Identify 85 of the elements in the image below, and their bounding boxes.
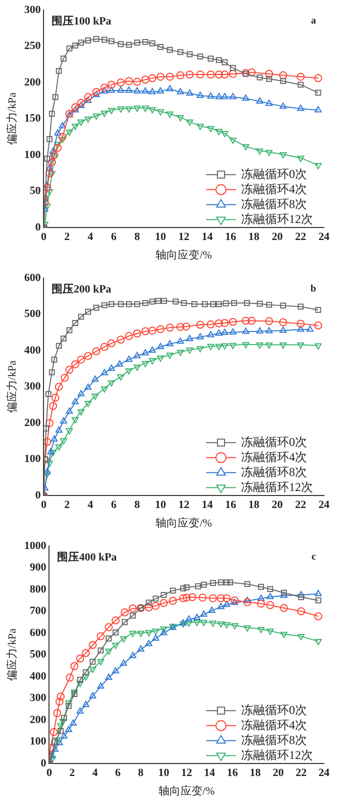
text: 围压400 kPa [57, 551, 118, 564]
x-tick-label: 14 [202, 499, 214, 512]
x-tick-label: 8 [134, 231, 140, 244]
x-tick-label: 12 [178, 231, 190, 244]
text: 围压200 kPa [52, 283, 112, 296]
legend-label: 冻融循环8次 [241, 732, 307, 747]
y-tick-label: 700 [30, 605, 47, 618]
legend-label: 冻融循环0次 [241, 166, 307, 181]
y-tick-label: 600 [30, 626, 47, 639]
y-tick-label: 500 [30, 648, 47, 661]
x-tick-label: 12 [178, 499, 190, 512]
x-tick-label: 20 [272, 767, 284, 780]
y-tick-label: 300 [24, 4, 42, 16]
y-tick-label: 600 [24, 272, 42, 284]
y-tick-label: 100 [24, 453, 42, 466]
y-tick-label: 900 [30, 562, 47, 574]
legend-label: 冻融循环8次 [241, 464, 307, 479]
x-tick-label: 8 [134, 499, 140, 512]
x-tick-label: 6 [111, 231, 118, 244]
legend-label: 冻融循环4次 [241, 718, 307, 732]
x-tick-label: 6 [115, 767, 122, 780]
x-tick-label: 4 [92, 767, 98, 780]
y-tick-label: 0 [35, 489, 42, 502]
x-tick-label: 14 [202, 231, 214, 244]
y-tick-label: 400 [30, 670, 47, 682]
x-tick-label: 16 [225, 499, 237, 512]
x-tick-label: 20 [272, 231, 284, 244]
y-tick-label: 50 [30, 185, 42, 198]
legend-label: 冻融循环4次 [241, 450, 307, 464]
y-tick-label: 500 [24, 308, 42, 320]
y-tick-label: 300 [24, 380, 42, 393]
x-tick-label: 18 [250, 767, 262, 780]
x-tick-label: 2 [64, 499, 70, 512]
x-tick-label: 14 [204, 767, 216, 780]
x-tick-label: 2 [64, 231, 70, 244]
y-tick-label: 0 [35, 221, 42, 234]
x-tick-label: 16 [225, 231, 237, 244]
legend-label: 冻融循环8次 [241, 196, 307, 211]
x-tick-label: 18 [248, 499, 260, 512]
y-axis-title: 偏应力/kPa [5, 628, 18, 682]
x-tick-label: 24 [318, 231, 330, 244]
x-axis-title: 轴向应变/% [156, 248, 212, 262]
y-tick-label: 800 [30, 583, 47, 596]
legend-label: 冻融循环0次 [241, 702, 307, 717]
legend-label: 冻融循环0次 [241, 434, 307, 449]
x-tick-label: 22 [295, 231, 307, 244]
x-tick-label: 22 [296, 767, 308, 780]
x-tick-label: 2 [69, 767, 76, 780]
x-tick-label: 18 [248, 231, 260, 244]
y-tick-label: 0 [40, 757, 47, 770]
text: 围压100 kPa [52, 15, 112, 28]
x-tick-label: 20 [272, 499, 284, 512]
x-tick-label: 6 [111, 499, 118, 512]
y-tick-label: 1000 [24, 540, 47, 552]
x-tick-label: 22 [295, 499, 307, 512]
y-tick-label: 150 [24, 112, 42, 125]
x-tick-label: 16 [226, 767, 238, 780]
y-tick-label: 400 [24, 344, 42, 356]
y-axis-title: 偏应力/kPa [5, 360, 18, 414]
x-tick-label: 10 [158, 767, 170, 780]
legend-label: 冻融循环12次 [241, 748, 313, 762]
x-axis-title: 轴向应变/% [158, 784, 215, 798]
y-tick-label: 100 [24, 148, 42, 161]
x-tick-label: 10 [154, 499, 166, 512]
x-axis-title: 轴向应变/% [156, 516, 212, 530]
legend-label: 冻融循环4次 [241, 182, 307, 196]
y-tick-label: 200 [24, 416, 42, 429]
legend-label: 冻融循环12次 [241, 480, 313, 494]
legend-label: 冻融循环12次 [241, 212, 313, 226]
x-tick-label: 10 [154, 231, 166, 244]
annotation: c [312, 552, 317, 563]
x-tick-label: 24 [318, 767, 330, 780]
y-tick-label: 200 [30, 714, 47, 726]
x-tick-label: 4 [88, 499, 94, 512]
y-tick-label: 100 [30, 736, 47, 748]
y-axis-title: 偏应力/kPa [5, 92, 18, 146]
y-tick-label: 200 [24, 76, 42, 88]
x-tick-label: 24 [318, 499, 330, 512]
x-tick-label: 12 [181, 767, 193, 780]
annotation: b [310, 284, 316, 295]
annotation: a [311, 16, 316, 27]
x-tick-label: 8 [138, 767, 144, 780]
y-tick-label: 250 [24, 40, 42, 52]
x-tick-label: 4 [88, 231, 94, 244]
y-tick-label: 300 [30, 692, 47, 704]
